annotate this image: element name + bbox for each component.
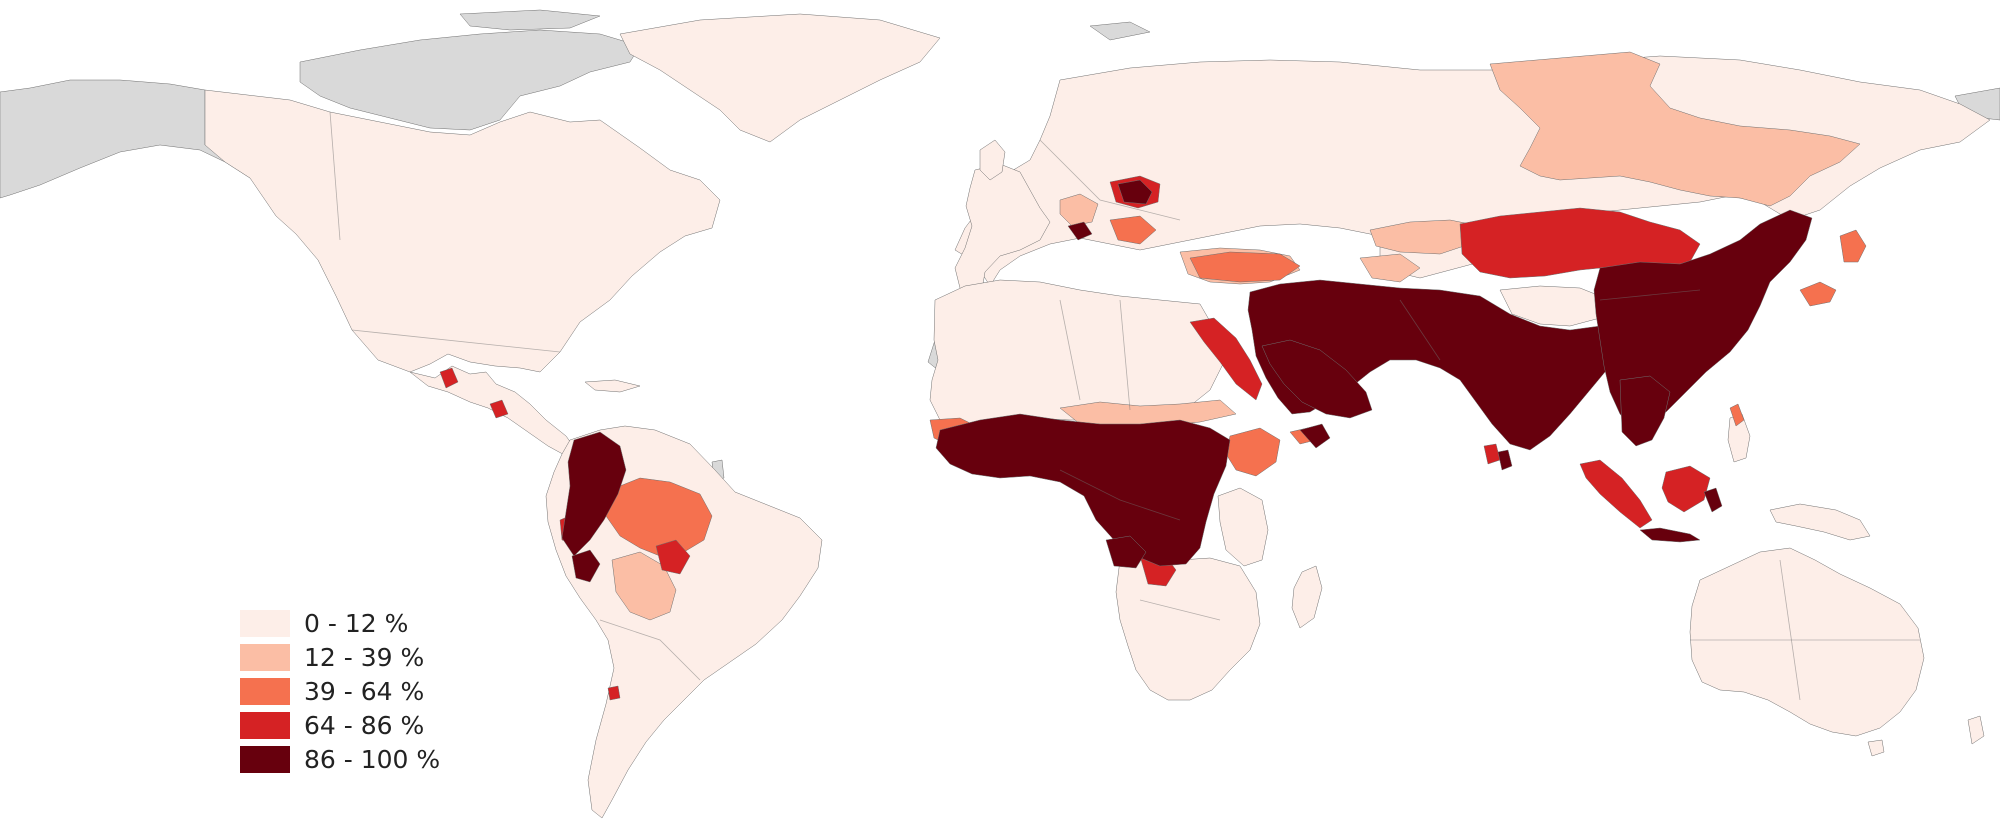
legend-item: 86 - 100 % <box>240 742 440 776</box>
country-borders <box>329 111 1920 701</box>
region-china-southeast-asia <box>1593 209 1813 431</box>
region-russia-east <box>1489 51 1861 207</box>
region-sulawesi-dots <box>1703 487 1723 513</box>
region-tasmania <box>1867 739 1885 757</box>
region-horn-of-africa <box>1299 423 1331 449</box>
region-brazil-amazonas <box>605 477 713 557</box>
region-caribbean <box>584 379 641 393</box>
region-indochina <box>1619 375 1671 447</box>
legend-label: 0 - 12 % <box>304 608 409 638</box>
border-line <box>1059 469 1181 521</box>
region-colombia <box>561 431 627 557</box>
region-sri-lanka-neighbour <box>1483 443 1501 465</box>
border-line <box>1059 299 1081 401</box>
legend-swatch <box>240 711 290 739</box>
region-southern-africa <box>1115 555 1261 701</box>
region-borneo <box>1661 465 1711 513</box>
region-new-zealand <box>1967 715 1985 745</box>
region-sumatra <box>1579 459 1653 529</box>
border-line <box>1039 139 1181 221</box>
region-central-europe <box>1059 193 1099 227</box>
region-middle-east-south-asia <box>1247 279 1621 451</box>
region-central-america-dot <box>439 367 459 389</box>
border-line <box>1139 599 1221 621</box>
legend-label: 12 - 39 % <box>304 642 425 672</box>
class-12-39-regions <box>611 51 1861 621</box>
region-peru-central <box>571 549 601 583</box>
legend-label: 39 - 64 % <box>304 676 425 706</box>
region-east-africa <box>1217 487 1269 567</box>
border-line <box>599 619 701 681</box>
region-bolivia <box>655 539 691 575</box>
region-svalbard <box>1089 21 1151 41</box>
legend-item: 64 - 86 % <box>240 708 440 742</box>
region-ethiopia <box>1225 427 1281 477</box>
region-north-america <box>204 89 721 373</box>
legend-item: 39 - 64 % <box>240 674 440 708</box>
legend-label: 64 - 86 % <box>304 710 425 740</box>
region-greenland <box>619 13 941 143</box>
region-australia <box>1689 547 1925 737</box>
region-central-asia-2 <box>1359 253 1421 283</box>
region-korea-japan <box>1839 229 1867 263</box>
legend-item: 12 - 39 % <box>240 640 440 674</box>
legend-label: 86 - 100 % <box>304 744 441 774</box>
legend-swatch <box>240 745 290 773</box>
legend-swatch <box>240 609 290 637</box>
region-western-europe <box>954 163 1051 301</box>
region-japan-south <box>1799 281 1837 307</box>
region-arctic-islands <box>299 29 641 131</box>
legend-swatch <box>240 643 290 671</box>
region-java <box>1639 527 1701 543</box>
region-central-america <box>409 365 577 459</box>
border-line <box>1399 299 1441 361</box>
region-new-guinea <box>1769 503 1871 541</box>
region-uk <box>979 139 1006 181</box>
region-western-europe-dot <box>1067 221 1093 241</box>
border-line <box>351 329 561 353</box>
region-angola <box>1105 535 1147 569</box>
region-chile-dot <box>607 685 621 701</box>
border-line <box>1599 289 1701 301</box>
region-madagascar <box>1291 565 1323 629</box>
no-data-regions <box>0 9 2000 481</box>
border-line <box>1119 299 1131 411</box>
region-poland-core <box>1117 179 1153 205</box>
region-arabia <box>1261 339 1373 419</box>
legend: 0 - 12 % 12 - 39 % 39 - 64 % 64 - 86 % 8… <box>240 606 440 776</box>
region-peru-bolivia <box>611 551 677 621</box>
legend-item: 0 - 12 % <box>240 606 440 640</box>
region-philippines-2 <box>1729 403 1745 427</box>
border-line <box>329 111 341 241</box>
border-line <box>1779 559 1801 701</box>
region-anatolia-east <box>1189 251 1301 283</box>
legend-swatch <box>240 677 290 705</box>
region-balkans <box>1109 215 1157 245</box>
class-86-100-regions <box>561 179 1813 583</box>
region-arctic-islands-2 <box>459 9 601 31</box>
region-central-america-dot-2 <box>489 399 509 419</box>
region-gulf-coast-arabia <box>1189 317 1263 401</box>
region-sri-lanka <box>1497 449 1513 471</box>
region-central-africa <box>935 413 1231 567</box>
